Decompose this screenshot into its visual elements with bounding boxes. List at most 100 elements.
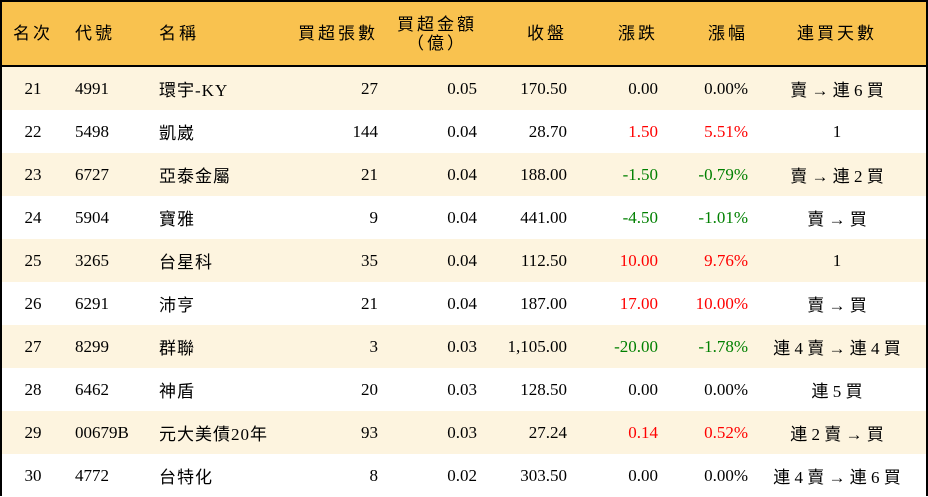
rank-cell: 30 [2,454,64,497]
table-row: 24 5904 寶雅 9 0.04 441.00 -4.50 -1.01% 賣 → 買 [2,196,926,239]
close-price-cell: 170.50 [477,66,567,110]
rank-cell: 29 [2,411,64,454]
net-buy-lots-cell: 3 [278,325,378,368]
net-buy-amount-cell: 0.03 [378,368,477,411]
code-cell: 6462 [64,368,158,411]
table-row: 27 8299 群聯 3 0.03 1,105.00 -20.00 -1.78% 連 4 賣 →… [2,325,926,368]
table-row: 23 6727 亞泰金屬 21 0.04 188.00 -1.50 -0.79% 賣 → 連 2… [2,153,926,196]
streak-cell: 賣 → 買 [748,282,926,325]
name-cell: 元大美債20年 [158,411,278,454]
rank-cell: 24 [2,196,64,239]
streak-cell: 連 2 賣 → 買 [748,411,926,454]
net-buy-lots-cell: 20 [278,368,378,411]
rank-cell: 21 [2,66,64,110]
table-row: 29 00679B 元大美債20年 93 0.03 27.24 0.14 0.52% 連 2 賣… [2,411,926,454]
change-cell: 0.00 [567,454,658,497]
streak-cell: 1 [748,239,926,282]
change-cell: -1.50 [567,153,658,196]
name-cell: 台特化 [158,454,278,497]
code-cell: 3265 [64,239,158,282]
change-cell: 1.50 [567,110,658,153]
net-buy-amount-cell: 0.04 [378,239,477,282]
close-price-cell: 128.50 [477,368,567,411]
net-buy-amount-cell: 0.03 [378,325,477,368]
rank-cell: 26 [2,282,64,325]
streak-cell: 賣 → 買 [748,196,926,239]
code-cell: 5904 [64,196,158,239]
table-row: 21 4991 環宇-KY 27 0.05 170.50 0.00 0.00% 賣 → 連 6 … [2,66,926,110]
close-price-cell: 112.50 [477,239,567,282]
header-close: 收盤 [477,2,567,67]
code-cell: 00679B [64,411,158,454]
change-pct-cell: 9.76% [658,239,748,282]
code-cell: 8299 [64,325,158,368]
change-cell: 0.14 [567,411,658,454]
code-cell: 5498 [64,110,158,153]
name-cell: 凱崴 [158,110,278,153]
table-row: 28 6462 神盾 20 0.03 128.50 0.00 0.00% 連 5 買 [2,368,926,411]
net-buy-lots-cell: 35 [278,239,378,282]
table-row: 30 4772 台特化 8 0.02 303.50 0.00 0.00% 連 4 賣 → 連 6… [2,454,926,497]
close-price-cell: 187.00 [477,282,567,325]
header-amount-line2: （億） [407,33,467,53]
net-buy-lots-cell: 27 [278,66,378,110]
change-pct-cell: -0.79% [658,153,748,196]
name-cell: 台星科 [158,239,278,282]
name-cell: 寶雅 [158,196,278,239]
close-price-cell: 303.50 [477,454,567,497]
change-cell: -20.00 [567,325,658,368]
streak-cell: 賣 → 連 6 買 [748,66,926,110]
net-buy-lots-cell: 8 [278,454,378,497]
name-cell: 環宇-KY [158,66,278,110]
table-row: 25 3265 台星科 35 0.04 112.50 10.00 9.76% 1 [2,239,926,282]
name-cell: 群聯 [158,325,278,368]
header-name: 名稱 [158,2,278,67]
change-pct-cell: 0.52% [658,411,748,454]
streak-cell: 1 [748,110,926,153]
rank-cell: 27 [2,325,64,368]
header-net-buy-lots: 買超張數 [278,2,378,67]
streak-cell: 連 5 買 [748,368,926,411]
change-pct-cell: -1.01% [658,196,748,239]
net-buy-amount-cell: 0.05 [378,66,477,110]
change-pct-cell: 0.00% [658,66,748,110]
code-cell: 4772 [64,454,158,497]
name-cell: 亞泰金屬 [158,153,278,196]
header-net-buy-amount: 買超金額 （億） [378,2,477,67]
net-buy-amount-cell: 0.04 [378,110,477,153]
header-rank: 名次 [2,2,64,67]
header-code: 代號 [64,2,158,67]
streak-cell: 賣 → 連 2 買 [748,153,926,196]
change-pct-cell: 5.51% [658,110,748,153]
code-cell: 6727 [64,153,158,196]
net-buy-amount-cell: 0.04 [378,282,477,325]
net-buy-lots-cell: 9 [278,196,378,239]
change-pct-cell: 0.00% [658,454,748,497]
close-price-cell: 27.24 [477,411,567,454]
name-cell: 神盾 [158,368,278,411]
header-change-pct: 漲幅 [658,2,748,67]
streak-cell: 連 4 賣 → 連 4 買 [748,325,926,368]
net-buy-lots-cell: 21 [278,153,378,196]
rank-cell: 22 [2,110,64,153]
change-cell: 10.00 [567,239,658,282]
table-row: 26 6291 沛亨 21 0.04 187.00 17.00 10.00% 賣 → 買 [2,282,926,325]
net-buy-lots-cell: 21 [278,282,378,325]
close-price-cell: 441.00 [477,196,567,239]
net-buy-amount-cell: 0.02 [378,454,477,497]
change-pct-cell: -1.78% [658,325,748,368]
header-change: 漲跌 [567,2,658,67]
change-cell: 17.00 [567,282,658,325]
header-row: 名次 代號 名稱 買超張數 買超金額 （億） 收盤 漲跌 漲幅 連買天數 [2,2,926,67]
change-pct-cell: 10.00% [658,282,748,325]
net-buy-amount-cell: 0.03 [378,411,477,454]
close-price-cell: 28.70 [477,110,567,153]
net-buy-amount-cell: 0.04 [378,196,477,239]
header-amount-line1: 買超金額 [397,14,477,34]
rank-cell: 23 [2,153,64,196]
close-price-cell: 188.00 [477,153,567,196]
header-streak: 連買天數 [748,2,926,67]
streak-cell: 連 4 賣 → 連 6 買 [748,454,926,497]
net-buy-lots-cell: 144 [278,110,378,153]
